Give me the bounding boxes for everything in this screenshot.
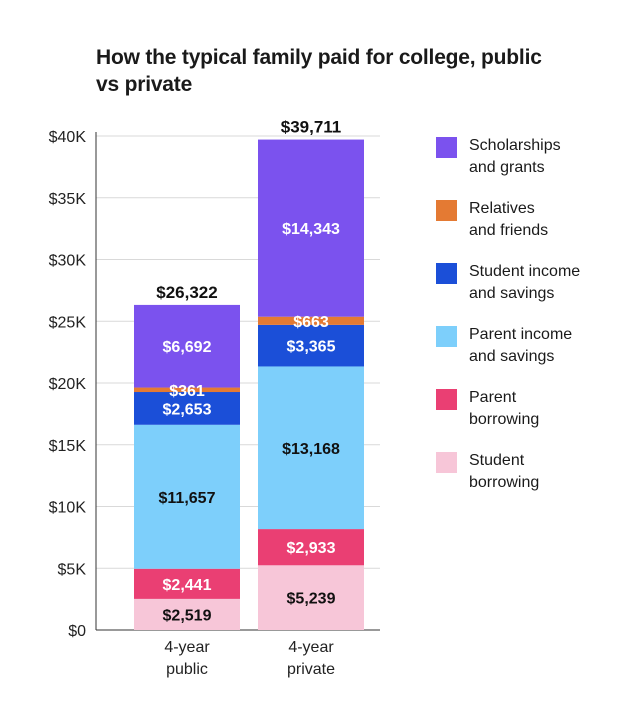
segment-value-label: $2,519 — [163, 607, 212, 624]
legend-swatch — [436, 137, 457, 158]
y-tick-label: $30K — [49, 253, 87, 270]
legend-item: Student borrowing — [436, 450, 626, 513]
bar-segment — [134, 568, 240, 599]
y-tick-label: $25K — [49, 314, 87, 331]
bar-segment — [258, 139, 364, 317]
legend-label: Scholarships and grants — [469, 137, 561, 176]
bar-segment — [134, 598, 240, 630]
bar-segment — [134, 387, 240, 393]
segment-value-label: $13,168 — [282, 441, 340, 458]
segment-value-label: $6,692 — [163, 339, 212, 356]
bar-segment — [258, 324, 364, 367]
y-tick-label: $40K — [49, 129, 87, 146]
x-category-label: private — [287, 661, 335, 678]
legend-swatch — [436, 326, 457, 347]
legend-label: Student borrowing — [469, 452, 540, 491]
legend: Scholarships and grants Relatives and fri… — [436, 135, 626, 513]
y-tick-label: $35K — [49, 191, 87, 208]
bars — [134, 139, 364, 630]
y-tick-label: $15K — [49, 438, 87, 455]
legend-label: Student income and savings — [469, 263, 581, 302]
bar-segment — [258, 366, 364, 530]
segment-value-label: $14,343 — [282, 221, 340, 238]
legend-item: Student income and savings — [436, 261, 626, 324]
chart-title: How the typical family paid for college,… — [96, 46, 542, 96]
segment-value-label: $2,933 — [287, 540, 336, 557]
data-labels: $2,519 $2,441 $11,657 $2,653$361 $6,692 $26,3… — [156, 118, 341, 625]
bar-segment — [134, 392, 240, 425]
legend-item: Relatives and friends — [436, 198, 626, 261]
x-category-label: public — [166, 661, 208, 678]
y-tick-label: $20K — [49, 376, 87, 393]
y-tick-label: $5K — [58, 561, 87, 578]
segment-value-label: $663 — [293, 314, 329, 331]
segment-value-label: $2,441 — [163, 577, 212, 594]
segment-value-label: $2,653 — [163, 401, 212, 418]
segment-value-label: $361 — [169, 383, 205, 400]
segment-value-label: $5,239 — [287, 591, 336, 608]
legend-item: Parent borrowing — [436, 387, 626, 450]
bar-segment — [134, 424, 240, 569]
legend-label: Parent borrowing — [469, 389, 540, 428]
x-category-label: 4-year — [288, 639, 334, 656]
bar-segment — [134, 304, 240, 388]
x-category-label: 4-year — [164, 639, 210, 656]
legend-swatch — [436, 200, 457, 221]
y-tick-label: $0 — [68, 623, 86, 640]
legend-label: Relatives and friends — [469, 200, 549, 239]
y-tick-label: $10K — [49, 500, 87, 517]
legend-swatch — [436, 263, 457, 284]
bar-segment — [258, 565, 364, 630]
bar-total-label: $39,711 — [281, 118, 342, 137]
legend-swatch — [436, 389, 457, 410]
bar-total-label: $26,322 — [156, 283, 217, 302]
bar-segment — [258, 316, 364, 325]
legend-item: Scholarships and grants — [436, 135, 626, 198]
legend-label: Parent income and savings — [469, 326, 573, 365]
axes: $0 $5K $10K $15K $20K $25K $30K $35K $40K 4-year p… — [49, 129, 380, 678]
legend-item: Parent income and savings — [436, 324, 626, 387]
segment-value-label: $11,657 — [159, 490, 216, 507]
segment-value-label: $3,365 — [287, 339, 336, 356]
legend-swatch — [436, 452, 457, 473]
bar-segment — [258, 529, 364, 566]
